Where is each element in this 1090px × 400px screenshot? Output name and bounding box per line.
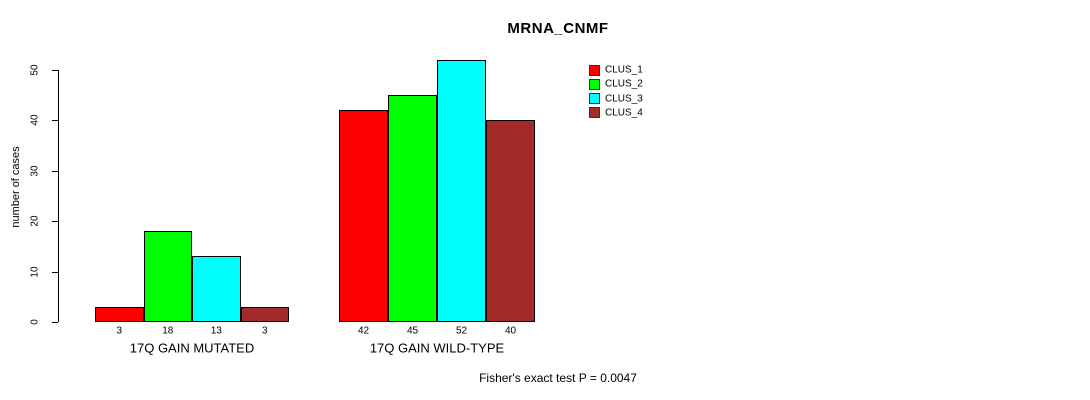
legend-swatch-clus_4 xyxy=(589,107,600,119)
bar-clus_3 xyxy=(437,60,486,322)
legend-swatch-clus_1 xyxy=(589,64,600,76)
y-axis-label: number of cases xyxy=(10,146,22,228)
y-tick-label: 40 xyxy=(29,114,41,126)
y-tick-label: 50 xyxy=(29,64,41,76)
bar-value-label: 40 xyxy=(504,325,517,337)
y-tick-mark xyxy=(52,322,58,323)
y-tick-label: 30 xyxy=(29,165,41,177)
legend-swatch-clus_3 xyxy=(589,93,600,105)
legend-swatch-clus_2 xyxy=(589,78,600,90)
chart-title: MRNA_CNMF xyxy=(507,20,609,37)
bar-value-label: 13 xyxy=(210,325,222,337)
bar-value-label: 3 xyxy=(261,325,268,337)
bar-value-label: 3 xyxy=(116,325,123,337)
group-label: 17Q GAIN MUTATED xyxy=(129,340,255,356)
legend-label-clus_1: CLUS_1 xyxy=(605,64,643,76)
y-tick-label: 10 xyxy=(29,266,41,278)
pvalue-annotation: Fisher's exact test P = 0.0047 xyxy=(479,371,637,385)
bar-clus_2 xyxy=(388,95,437,322)
y-tick-mark xyxy=(52,70,58,71)
y-tick-mark xyxy=(52,271,58,273)
y-tick-mark xyxy=(52,170,58,172)
legend-label-clus_3: CLUS_3 xyxy=(605,93,643,105)
y-axis-line xyxy=(58,70,59,322)
legend-label-clus_4: CLUS_4 xyxy=(605,107,643,119)
bar-clus_2 xyxy=(143,231,192,322)
group-label: 17Q GAIN WILD-TYPE xyxy=(369,340,505,356)
y-tick-mark xyxy=(52,221,58,223)
bar-value-label: 42 xyxy=(357,325,370,337)
y-tick-label: 20 xyxy=(29,215,41,227)
bar-clus_1 xyxy=(339,110,388,322)
bar-value-label: 52 xyxy=(455,325,468,337)
bar-clus_3 xyxy=(192,256,241,322)
bar-clus_1 xyxy=(95,307,144,322)
y-tick-label: 0 xyxy=(29,319,41,325)
bar-clus_4 xyxy=(240,307,289,322)
bar-value-label: 45 xyxy=(406,325,419,337)
bar-value-label: 18 xyxy=(162,325,174,337)
legend-label-clus_2: CLUS_2 xyxy=(605,78,643,90)
y-tick-mark xyxy=(52,120,58,122)
bar-clus_4 xyxy=(486,120,535,322)
